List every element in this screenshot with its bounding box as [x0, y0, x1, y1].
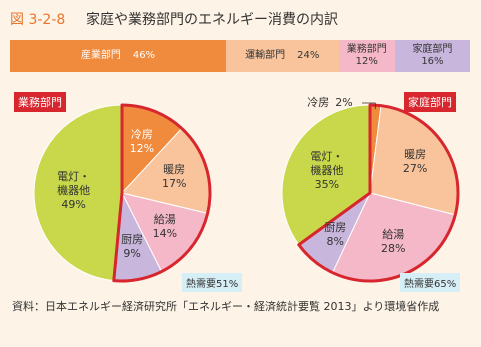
slice-label: 給湯 14%	[153, 213, 177, 241]
slice-label: 暖房 27%	[403, 148, 427, 176]
pie-slice	[281, 104, 371, 246]
segment-name: 家庭部門	[412, 44, 453, 55]
slice-name: 電灯・ 機器他	[310, 150, 344, 178]
slice-value: 49%	[61, 197, 86, 211]
slice-name: 冷房	[130, 128, 153, 142]
pie-title: 業務部門	[14, 92, 66, 112]
slice-label: 冷房 2%	[307, 96, 352, 110]
slice-label: 冷房 12%	[130, 128, 154, 156]
pie-title: 家庭部門	[404, 92, 456, 112]
slice-value: 12%	[129, 142, 155, 156]
slice-label: 厨房 9%	[121, 233, 143, 261]
title: 家庭や業務部門のエネルギー消費の内訳	[86, 12, 338, 28]
bar-segment: 業務部門 12%	[338, 40, 395, 72]
slice-label: 給湯 28%	[381, 228, 405, 256]
leader-line	[362, 102, 376, 110]
slice-value: 27%	[402, 162, 428, 176]
slice-value: 35%	[314, 178, 340, 192]
slice-value: 28%	[380, 242, 406, 256]
annotation: 熱需要65%	[400, 273, 461, 292]
slice-name: 厨房	[121, 232, 144, 246]
bar-segment: 産業部門 46%	[10, 40, 226, 72]
slice-name: 給湯	[153, 212, 176, 226]
slice-label: 電灯・ 機器他 49%	[57, 170, 90, 212]
heat-outline	[297, 103, 460, 283]
slice-name: 冷房	[307, 96, 330, 109]
bar-segment: 運輸部門 24%	[225, 40, 339, 72]
pie-slice	[33, 104, 123, 282]
annotation: 熱需要51%	[182, 273, 243, 292]
bar-segment: 家庭部門 16%	[394, 40, 470, 72]
slice-value: 2%	[335, 96, 353, 109]
slice-label: 厨房 8%	[324, 221, 346, 249]
heat-outline	[112, 103, 212, 283]
slice-name: 給湯	[382, 228, 405, 242]
slice-value: 17%	[161, 177, 187, 191]
figure-label: 図 3-2-8	[10, 12, 66, 28]
segment-name: 産業部門	[80, 50, 121, 61]
segment-value: 24%	[297, 50, 320, 61]
segment-name: 業務部門	[346, 44, 387, 55]
slice-value: 9%	[123, 246, 141, 260]
segment-value: 46%	[132, 50, 156, 61]
slice-name: 厨房	[324, 221, 347, 235]
segment-name: 運輸部門	[245, 50, 286, 61]
slice-name: 暖房	[404, 148, 427, 162]
slice-name: 暖房	[163, 163, 186, 177]
segment-value: 16%	[421, 56, 444, 67]
slice-label: 電灯・ 機器他 35%	[310, 150, 343, 192]
slice-value: 8%	[326, 235, 344, 249]
segment-value: 12%	[355, 56, 378, 67]
slice-value: 14%	[152, 226, 178, 240]
slice-label: 暖房 17%	[162, 163, 186, 191]
source: 資料：日本エネルギー経済研究所「エネルギー・経済統計要覧 2013」より環境省作…	[12, 300, 440, 313]
slice-name: 電灯・ 機器他	[57, 169, 91, 197]
